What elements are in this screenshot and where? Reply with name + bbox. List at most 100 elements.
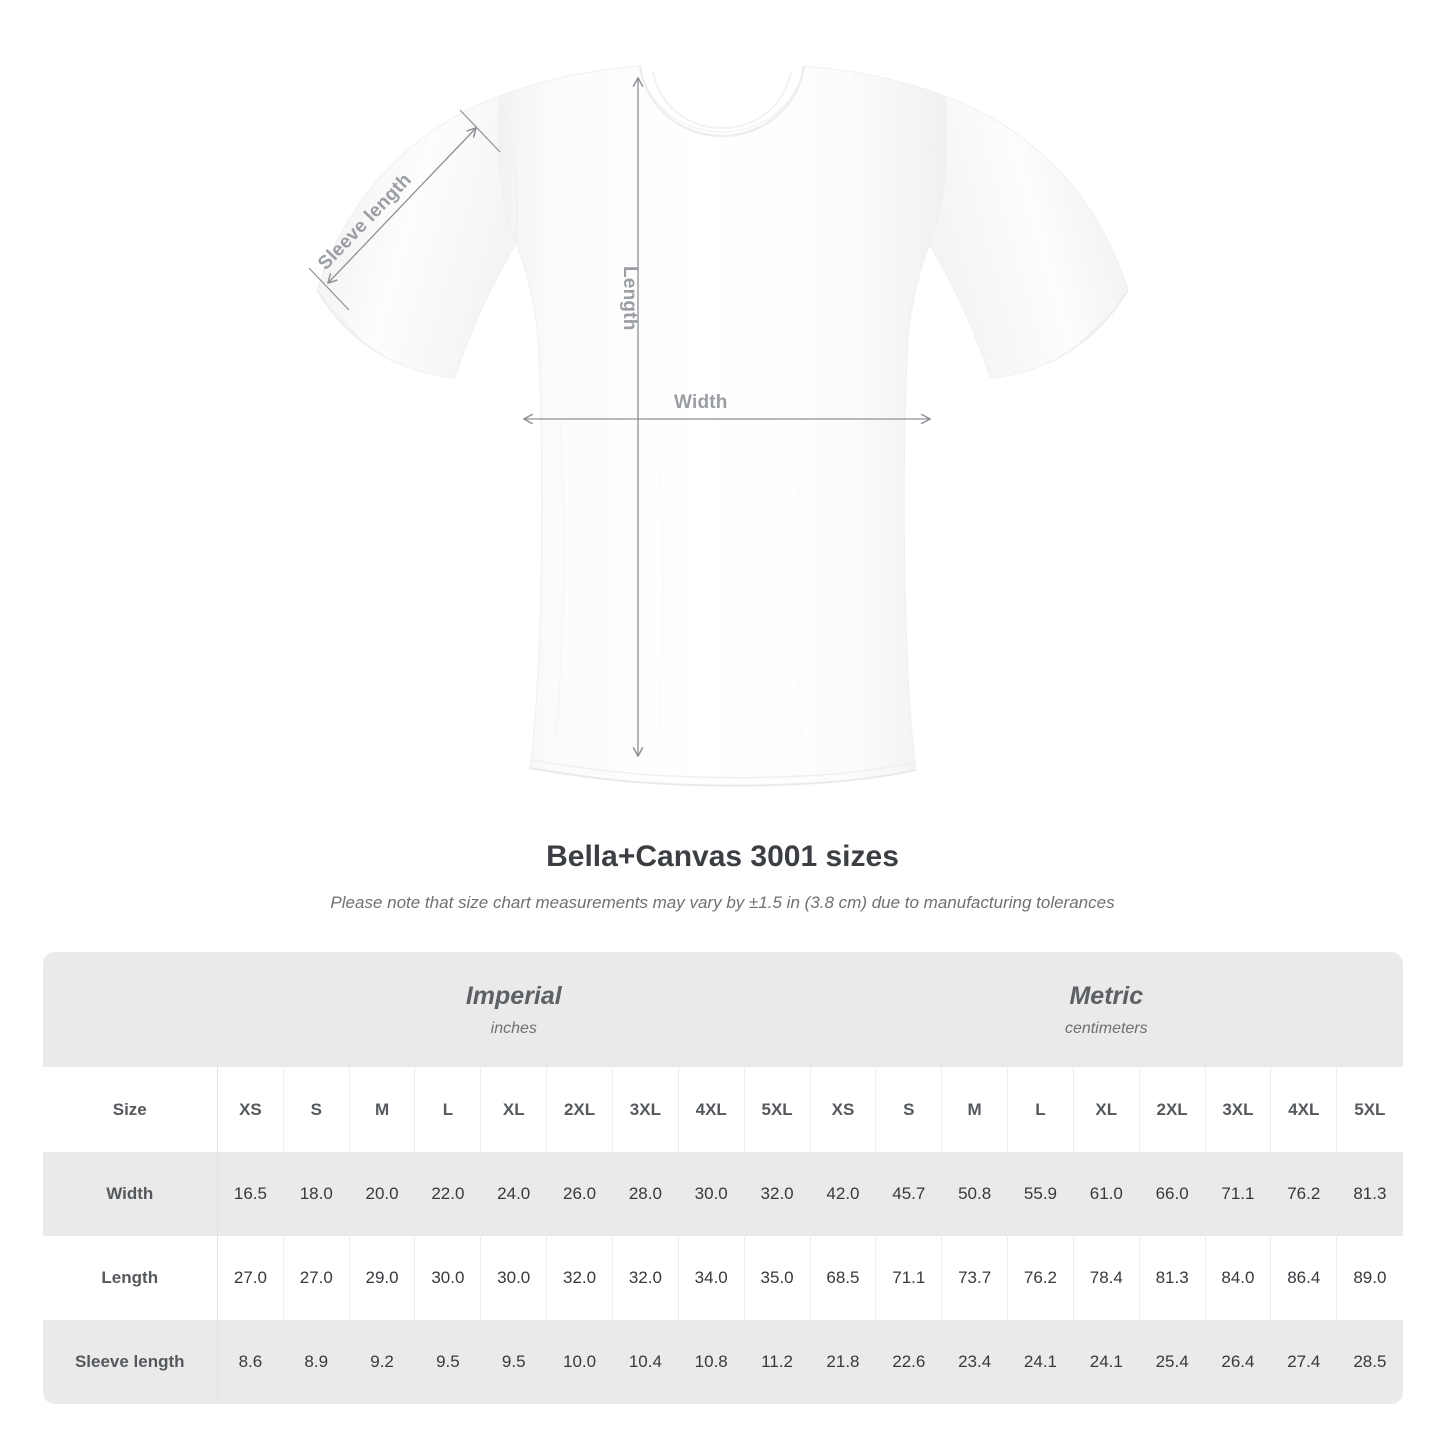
cell-sleeve-imperial-4xl: 10.8 [678,1320,745,1404]
cell-width-imperial-l: 22.0 [414,1152,482,1236]
cell-width-metric-xs: 42.0 [809,1152,877,1236]
sleeve-tick-start [308,267,350,311]
size-header-metric-l: L [1007,1067,1074,1152]
cell-width-metric-4xl: 76.2 [1270,1152,1338,1236]
size-header-metric-5xl: 5XL [1336,1067,1403,1152]
cell-length-imperial-s: 27.0 [283,1236,350,1320]
size-chart-table: Imperial inches Metric centimeters Size … [42,952,1403,1404]
cell-width-imperial-m: 20.0 [349,1152,416,1236]
cell-width-metric-s: 45.7 [875,1152,943,1236]
size-chart-container: Imperial inches Metric centimeters Size … [42,952,1403,1404]
cell-length-metric-xl: 78.4 [1073,1236,1140,1320]
size-header-metric-2xl: 2XL [1139,1067,1206,1152]
size-header-imperial-m: M [349,1067,416,1152]
tshirt-diagram: Width Length Sleeve length [308,65,1129,787]
cell-sleeve-imperial-2xl: 10.0 [546,1320,613,1404]
metric-unit-name: Metric [1069,981,1144,1010]
cell-width-imperial-4xl: 30.0 [678,1152,745,1236]
cell-width-imperial-xs: 16.5 [217,1152,284,1236]
cell-width-metric-5xl: 81.3 [1336,1152,1403,1236]
cell-sleeve-imperial-3xl: 10.4 [612,1320,679,1404]
page-title: Bella+Canvas 3001 sizes [546,840,899,873]
size-header-row: Size XS S M L XL 2XL 3XL 4XL 5XL XS S M … [42,1067,1403,1152]
cell-width-metric-2xl: 66.0 [1139,1152,1206,1236]
cell-width-imperial-2xl: 26.0 [546,1152,613,1236]
tolerance-note: Please note that size chart measurements… [330,893,1115,912]
imperial-unit-name: Imperial [465,981,562,1010]
size-header-metric-4xl: 4XL [1270,1067,1338,1152]
tshirt-illustration [308,65,1129,787]
size-header-metric-s: S [875,1067,943,1152]
chart-heading-block: Bella+Canvas 3001 sizes Please note that… [0,840,1445,914]
cell-sleeve-imperial-5xl: 11.2 [744,1320,811,1404]
size-header-metric-3xl: 3XL [1205,1067,1272,1152]
length-dimension-label: Length [619,266,640,331]
cell-length-metric-2xl: 81.3 [1139,1236,1206,1320]
cell-length-metric-l: 76.2 [1007,1236,1074,1320]
garment-shape [316,65,1129,787]
size-header-imperial-l: L [414,1067,482,1152]
sleeve-tick-end [459,109,501,153]
size-header-metric-xs: XS [809,1067,877,1152]
cell-length-imperial-4xl: 34.0 [678,1236,745,1320]
metric-unit-header: Metric centimeters [810,952,1403,1067]
cell-length-metric-5xl: 89.0 [1336,1236,1403,1320]
cell-sleeve-metric-xs: 21.8 [809,1320,877,1404]
cell-length-metric-3xl: 84.0 [1205,1236,1272,1320]
width-dimension-label: Width [674,392,728,413]
cell-sleeve-imperial-l: 9.5 [414,1320,482,1404]
size-header-imperial-4xl: 4XL [678,1067,745,1152]
cell-sleeve-metric-5xl: 28.5 [1336,1320,1403,1404]
cell-length-metric-4xl: 86.4 [1270,1236,1338,1320]
cell-length-imperial-xl: 30.0 [480,1236,548,1320]
size-header-metric-xl: XL [1073,1067,1140,1152]
cell-sleeve-imperial-xl: 9.5 [480,1320,548,1404]
cell-length-metric-xs: 68.5 [809,1236,877,1320]
cell-sleeve-metric-3xl: 26.4 [1205,1320,1272,1404]
cell-sleeve-metric-l: 24.1 [1007,1320,1074,1404]
row-label-sleeve-length: Sleeve length [42,1320,218,1404]
cell-length-imperial-2xl: 32.0 [546,1236,613,1320]
cell-width-metric-xl: 61.0 [1073,1152,1140,1236]
size-column-header: Size [42,1067,218,1152]
table-row: Sleeve length 8.6 8.9 9.2 9.5 9.5 10.0 1… [42,1320,1403,1404]
imperial-unit-sub: inches [490,1019,537,1037]
cell-sleeve-metric-s: 22.6 [875,1320,943,1404]
size-header-imperial-5xl: 5XL [744,1067,811,1152]
size-header-imperial-xs: XS [217,1067,284,1152]
cell-sleeve-metric-2xl: 25.4 [1139,1320,1206,1404]
cell-width-metric-3xl: 71.1 [1205,1152,1272,1236]
size-header-imperial-2xl: 2XL [546,1067,613,1152]
cell-length-imperial-xs: 27.0 [217,1236,284,1320]
cell-sleeve-metric-xl: 24.1 [1073,1320,1140,1404]
unit-banner-spacer [42,952,218,1067]
cell-sleeve-imperial-m: 9.2 [349,1320,416,1404]
cell-width-metric-m: 50.8 [941,1152,1009,1236]
size-header-metric-m: M [941,1067,1009,1152]
size-header-imperial-s: S [283,1067,350,1152]
cell-sleeve-metric-4xl: 27.4 [1270,1320,1338,1404]
cell-length-imperial-3xl: 32.0 [612,1236,679,1320]
size-header-imperial-xl: XL [480,1067,548,1152]
cell-length-metric-s: 71.1 [875,1236,943,1320]
size-header-imperial-3xl: 3XL [612,1067,679,1152]
row-label-length: Length [42,1236,218,1320]
cell-length-imperial-5xl: 35.0 [744,1236,811,1320]
imperial-unit-header: Imperial inches [217,952,811,1067]
unit-banner-row: Imperial inches Metric centimeters [42,952,1403,1067]
cell-length-metric-m: 73.7 [941,1236,1009,1320]
row-label-width: Width [42,1152,218,1236]
metric-unit-sub: centimeters [1064,1019,1148,1037]
cell-length-imperial-m: 29.0 [349,1236,416,1320]
sleeve-length-arrow [327,127,477,284]
cell-width-metric-l: 55.9 [1007,1152,1074,1236]
cell-sleeve-imperial-s: 8.9 [283,1320,350,1404]
dimension-lines [308,77,931,757]
cell-sleeve-imperial-xs: 8.6 [217,1320,284,1404]
table-row: Width 16.5 18.0 20.0 22.0 24.0 26.0 28.0… [42,1152,1403,1236]
cell-width-imperial-s: 18.0 [283,1152,350,1236]
cell-sleeve-metric-m: 23.4 [941,1320,1009,1404]
cell-width-imperial-3xl: 28.0 [612,1152,679,1236]
cell-width-imperial-xl: 24.0 [480,1152,548,1236]
cell-width-imperial-5xl: 32.0 [744,1152,811,1236]
